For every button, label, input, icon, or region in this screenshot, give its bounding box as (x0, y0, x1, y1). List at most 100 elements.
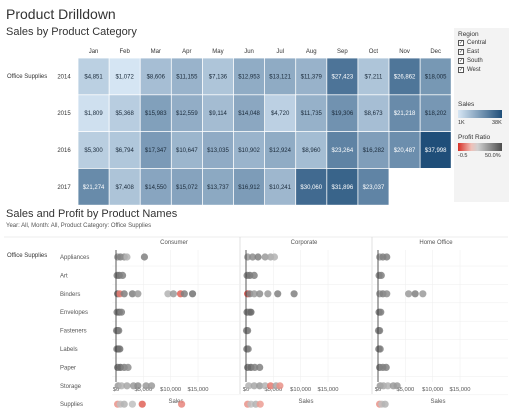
data-point (264, 290, 272, 298)
x-tick-label: $10,000 (160, 387, 181, 393)
heatmap-cell (358, 132, 389, 168)
heatmap-cell-value: $20,487 (394, 148, 416, 154)
month-header: Jan (89, 49, 99, 55)
heatmap-cell (109, 95, 140, 132)
heatmap-cell (171, 58, 202, 95)
sales-scale-min: 1K (458, 120, 465, 126)
checkbox-icon[interactable]: ✓ (458, 40, 464, 46)
data-point (270, 253, 279, 261)
heatmap-cell (202, 95, 234, 132)
data-point (147, 382, 156, 390)
heatmap-cell (420, 58, 451, 95)
data-point (247, 308, 255, 316)
heatmap-cell-value: $18,005 (425, 74, 447, 80)
heatmap-cell-value: $8,673 (364, 111, 383, 117)
data-point (276, 382, 284, 390)
x-tick-label: $15,000 (318, 387, 339, 393)
heatmap-cell (140, 168, 171, 205)
heatmap-cell (265, 132, 296, 168)
data-point (123, 382, 131, 390)
heatmap-cell (420, 132, 451, 168)
heatmap-cell (78, 95, 109, 132)
heatmap-cell (389, 95, 420, 132)
month-header: Oct (369, 49, 379, 55)
heatmap-cell-value: $9,114 (209, 111, 228, 117)
month-header: Dec (430, 49, 441, 55)
data-point (261, 382, 269, 390)
heatmap-cell-value: $8,960 (302, 148, 321, 154)
year-label: 2016 (57, 148, 71, 154)
data-point (382, 363, 390, 371)
data-point (267, 382, 275, 390)
heatmap-cell-value: $21,218 (394, 111, 416, 117)
heatmap-cell (389, 58, 420, 95)
row-group-label: Office Supplies (7, 253, 47, 259)
region-filter-south[interactable]: ✓ South (458, 58, 483, 64)
heatmap-cell (171, 132, 202, 168)
heatmap-cell-value: $31,896 (331, 185, 353, 191)
heatmap-cell-value: $13,121 (269, 74, 291, 80)
product-row-label: Supplies (60, 402, 83, 408)
data-point (411, 290, 419, 298)
heatmap-cell (296, 95, 327, 132)
heatmap-cell-value: $7,136 (209, 74, 228, 80)
month-header: Apr (182, 49, 191, 55)
region-filter-central[interactable]: ✓ Central (458, 40, 487, 46)
heatmap-cell-value: $18,202 (425, 111, 447, 117)
data-point (377, 271, 385, 279)
heatmap-cell-value: $37,998 (425, 148, 447, 154)
heatmap-cell-value: $13,737 (207, 185, 229, 191)
row-group-label: Office Supplies (7, 74, 47, 80)
heatmap-cell-value: $16,912 (238, 185, 260, 191)
data-point (250, 382, 258, 390)
data-point (245, 382, 253, 390)
heatmap-cell-value: $1,072 (115, 74, 134, 80)
heatmap-cell-value: $4,851 (84, 74, 103, 80)
heatmap-cell-value: $14,048 (238, 111, 260, 117)
product-row-label: Fasteners (60, 329, 87, 335)
data-point (117, 308, 126, 316)
heatmap-cell (202, 58, 234, 95)
checkbox-icon[interactable]: ✓ (458, 67, 464, 73)
heatmap-cell (233, 58, 265, 95)
sales-scale-max: 38K (492, 120, 502, 126)
data-point (188, 290, 197, 298)
data-point (128, 290, 136, 298)
data-point (248, 253, 257, 261)
heatmap-cell-value: $12,924 (269, 148, 291, 154)
heatmap-cell (389, 132, 420, 168)
heatmap-cell (296, 132, 327, 168)
checkbox-icon[interactable]: ✓ (458, 49, 464, 55)
dotplot-title: Sales and Profit by Product Names (6, 208, 178, 220)
heatmap-cell (327, 132, 358, 168)
x-axis-label: Sales (430, 399, 445, 405)
data-point (247, 400, 255, 408)
heatmap-cell (140, 58, 171, 95)
data-point (124, 363, 132, 371)
filter-summary: Year: All, Month: All, Product Category:… (6, 223, 152, 229)
heatmap-cell-value: $5,368 (115, 111, 134, 117)
region-filter-east[interactable]: ✓ East (458, 49, 480, 55)
data-point (376, 327, 384, 335)
product-row-label: Art (60, 273, 68, 279)
heatmap-cell (78, 58, 109, 95)
heatmap-cell-value: $14,550 (145, 185, 167, 191)
month-header: Jun (244, 49, 254, 55)
heatmap-cell-value: $16,282 (363, 148, 385, 154)
data-point (118, 271, 127, 279)
data-point (256, 363, 264, 371)
data-point (384, 382, 392, 390)
product-row-label: Envelopes (60, 310, 88, 316)
heatmap-cell (358, 168, 389, 205)
data-point (134, 290, 142, 298)
heatmap-cell (78, 168, 109, 205)
data-point (140, 253, 149, 261)
profit-color-scale (458, 143, 502, 151)
data-point (290, 290, 298, 298)
heatmap-cell (233, 168, 265, 205)
x-axis-label: Sales (168, 399, 183, 405)
region-filter-west[interactable]: ✓ West (458, 67, 481, 73)
checkbox-icon[interactable]: ✓ (458, 58, 464, 64)
